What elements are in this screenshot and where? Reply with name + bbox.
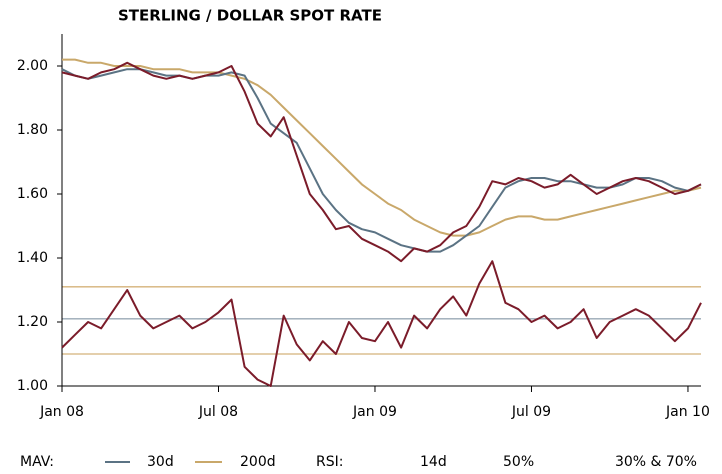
legend-text: 30% & 70% — [615, 454, 697, 470]
y-tick-label: 1.20 — [17, 314, 48, 330]
y-tick-label: 1.40 — [17, 250, 48, 266]
x-tick-label: Jan 10 — [665, 404, 710, 420]
y-tick-label: 1.80 — [17, 122, 48, 138]
legend-label: MAV: — [20, 454, 54, 470]
legend-text: 200d — [240, 454, 276, 470]
x-tick-label: Jul 09 — [511, 404, 551, 420]
x-tick-label: Jan 08 — [39, 404, 84, 420]
series-line — [61, 68, 702, 253]
legend-label: RSI: — [316, 454, 343, 470]
x-tick-label: Jul 08 — [198, 404, 238, 420]
y-tick-label: 2.00 — [17, 58, 48, 74]
x-tick-label: Jan 09 — [352, 404, 397, 420]
y-tick-label: 1.00 — [17, 378, 48, 394]
series-line — [61, 260, 702, 387]
series-line — [61, 61, 702, 263]
y-tick-label: 1.60 — [17, 186, 48, 202]
chart-title: STERLING / DOLLAR SPOT RATE — [118, 7, 382, 25]
legend-text: 50% — [503, 454, 534, 470]
legend-text: 30d — [147, 454, 174, 470]
legend-text: 14d — [420, 454, 447, 470]
series-line — [62, 58, 702, 237]
